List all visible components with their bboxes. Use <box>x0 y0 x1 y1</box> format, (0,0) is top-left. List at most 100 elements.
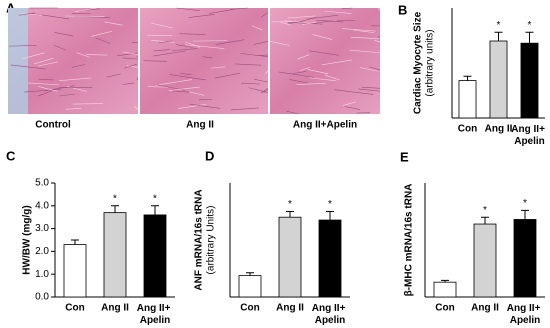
image-caption: Ang II <box>186 120 214 131</box>
error-bar <box>246 272 254 276</box>
y-axis-label: Cardiac Myocyte Size <box>413 11 424 114</box>
tissue-fiber <box>59 77 92 82</box>
panel-letter: E <box>400 149 409 164</box>
tissue-fiber <box>287 15 316 19</box>
panel-letter: D <box>205 148 214 163</box>
x-tick-label: Con <box>435 303 454 314</box>
tissue-fiber <box>122 82 135 85</box>
x-tick-label: Ang II <box>101 303 129 314</box>
tissue-fiber <box>312 34 333 40</box>
x-tick-label: Ang II+ Apelin <box>312 303 348 326</box>
tissue-fiber <box>179 72 192 76</box>
tissue-fiber <box>172 48 198 51</box>
tissue-fiber <box>76 52 91 58</box>
tissue-fiber <box>308 77 337 82</box>
tissue-fiber <box>253 41 269 45</box>
tissue-fiber <box>215 72 240 79</box>
tissue-fiber <box>106 73 121 78</box>
tissue-fiber <box>230 7 248 10</box>
image-caption: Ang II+Apelin <box>293 120 357 131</box>
tissue-fiber <box>240 53 269 57</box>
tissue-fiber <box>30 13 70 20</box>
x-tick-label: Ang II <box>485 124 513 135</box>
tissue-fiber <box>251 25 263 31</box>
tissue-fiber <box>24 88 62 93</box>
tissue-fiber <box>116 52 139 57</box>
tissue-fiber <box>74 7 97 13</box>
error-bar <box>441 279 449 283</box>
tissue-fiber <box>19 12 43 16</box>
tissue-fiber <box>342 101 357 106</box>
bar <box>489 40 508 119</box>
tissue-fiber <box>178 104 207 109</box>
tissue-fiber <box>289 79 309 84</box>
histology-edge <box>8 8 28 114</box>
tissue-fiber <box>188 14 215 18</box>
tissue-fiber <box>176 7 200 11</box>
tissue-fiber <box>8 45 37 47</box>
significance-marker: * <box>113 193 117 204</box>
panel-letter: B <box>398 2 407 17</box>
significance-marker: * <box>528 20 532 31</box>
bar <box>278 216 302 298</box>
x-tick-label: Ang II <box>471 303 499 314</box>
tissue-fiber <box>297 54 310 60</box>
bar <box>318 219 342 298</box>
tissue-fiber <box>325 74 340 81</box>
tissue-fiber <box>299 67 310 71</box>
tissue-fiber <box>22 52 45 59</box>
error-bar <box>71 239 79 245</box>
tissue-fiber <box>136 77 139 81</box>
tissue-fiber <box>143 60 168 62</box>
error-bar <box>525 31 534 44</box>
tissue-fiber <box>235 63 261 66</box>
error-bar <box>521 209 529 220</box>
tissue-fiber <box>296 83 326 85</box>
tissue-fiber <box>253 78 269 83</box>
tissue-fiber <box>65 108 82 110</box>
error-bar <box>463 75 472 81</box>
tissue-fiber <box>265 70 269 75</box>
error-bar <box>494 31 503 41</box>
tissue-fiber <box>179 33 206 35</box>
tissue-fiber <box>172 90 190 93</box>
tissue-fiber <box>350 36 381 40</box>
y-tick-label: 5.0 <box>35 178 49 189</box>
histology-image <box>270 8 380 114</box>
tissue-fiber <box>168 86 200 91</box>
tissue-fiber <box>278 71 314 78</box>
bar <box>103 212 127 298</box>
y-tick-label: 0.0 <box>35 292 49 303</box>
tissue-fiber <box>59 93 75 97</box>
tissue-fiber <box>122 57 139 60</box>
image-caption: Control <box>35 120 71 131</box>
tissue-fiber <box>287 21 323 25</box>
bar <box>520 42 539 119</box>
tissue-fiber <box>215 39 245 45</box>
tissue-fiber <box>334 89 374 95</box>
tissue-fiber <box>38 86 58 92</box>
tissue-fiber <box>361 86 381 89</box>
panel-letter: C <box>6 148 16 163</box>
tissue-fiber <box>307 69 329 75</box>
tissue-fiber <box>260 12 269 18</box>
tissue-fiber <box>156 79 192 86</box>
tissue-fiber <box>285 110 299 115</box>
tissue-fiber <box>353 29 375 33</box>
tissue-fiber <box>65 15 105 17</box>
tissue-fiber <box>209 9 234 14</box>
tissue-fiber <box>54 32 74 37</box>
tissue-fiber <box>341 7 353 10</box>
x-tick-label: Con <box>65 303 84 314</box>
bar <box>473 223 497 298</box>
y-axis-label: HW/BW (mg/g) <box>22 205 33 274</box>
tissue-fiber <box>263 89 269 93</box>
tissue-fiber <box>270 41 290 46</box>
significance-marker: * <box>523 198 527 209</box>
y-axis-label: ANF mRNA/16s tRNA <box>194 189 205 290</box>
tissue-fiber <box>38 78 54 81</box>
tissue-fiber <box>377 8 381 11</box>
tissue-fiber <box>349 49 381 54</box>
x-tick-label: Con <box>458 124 477 135</box>
tissue-fiber <box>158 40 173 44</box>
